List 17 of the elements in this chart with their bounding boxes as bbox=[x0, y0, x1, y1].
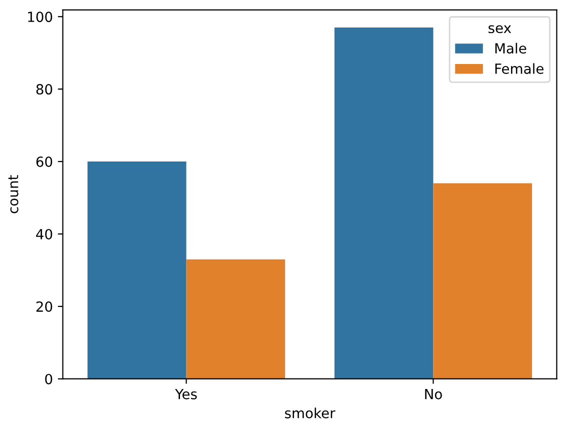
bar bbox=[88, 162, 186, 379]
y-tick-label: 40 bbox=[36, 228, 52, 240]
y-tick-label: 20 bbox=[36, 301, 52, 312]
y-tick-label: 80 bbox=[36, 84, 52, 95]
y-axis-title: count bbox=[8, 175, 18, 214]
y-tick-label: 0 bbox=[45, 374, 52, 384]
y-tick-label: 60 bbox=[36, 156, 52, 167]
legend-label: Male bbox=[495, 42, 526, 54]
bar bbox=[334, 28, 434, 379]
y-tick-label: 100 bbox=[28, 12, 52, 22]
x-tick-label: No bbox=[425, 389, 442, 400]
legend-label: Female bbox=[495, 63, 544, 74]
bar bbox=[186, 259, 286, 379]
x-axis-title: smoker bbox=[284, 408, 336, 418]
legend-title: sex bbox=[488, 25, 512, 34]
bar bbox=[433, 183, 532, 379]
x-tick-label: Yes bbox=[175, 389, 197, 400]
